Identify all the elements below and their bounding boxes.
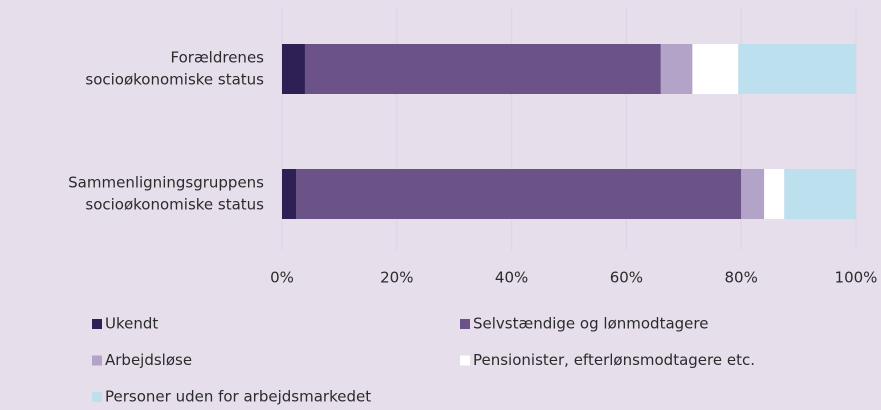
category-label: socioøkonomiske status: [85, 196, 264, 214]
bar-segment: [741, 169, 765, 219]
x-tick-label: 100%: [835, 269, 878, 287]
legend-swatch: [460, 319, 470, 329]
category-label: Sammenligningsgruppens: [68, 174, 264, 192]
legend-label: Selvstændige og lønmodtagere: [473, 315, 708, 333]
x-tick-label: 0%: [270, 269, 294, 287]
x-tick-label: 20%: [380, 269, 413, 287]
bar-segment: [296, 169, 742, 219]
legend-label: Ukendt: [105, 315, 158, 333]
legend-label: Pensionister, efterlønsmodtagere etc.: [473, 351, 755, 369]
category-label: Forældrenes: [171, 49, 265, 67]
x-tick-label: 60%: [610, 269, 643, 287]
bar-segment: [282, 44, 305, 94]
category-label: socioøkonomiske status: [85, 71, 264, 89]
legend-swatch: [92, 355, 102, 366]
bar-segment: [282, 169, 297, 219]
bar-segment: [304, 44, 661, 94]
legend-swatch: [460, 355, 470, 366]
bar-segment: [784, 169, 856, 219]
bar-segment: [692, 44, 739, 94]
legend-label: Personer uden for arbejdsmarkedet: [105, 388, 371, 406]
bar-segment: [660, 44, 693, 94]
legend-swatch: [92, 392, 102, 402]
legend-swatch: [92, 319, 102, 329]
legend-label: Arbejdsløse: [105, 351, 192, 369]
bar-segment: [738, 44, 856, 94]
x-tick-label: 40%: [495, 269, 528, 287]
bar-segment: [764, 169, 785, 219]
x-tick-label: 80%: [725, 269, 758, 287]
